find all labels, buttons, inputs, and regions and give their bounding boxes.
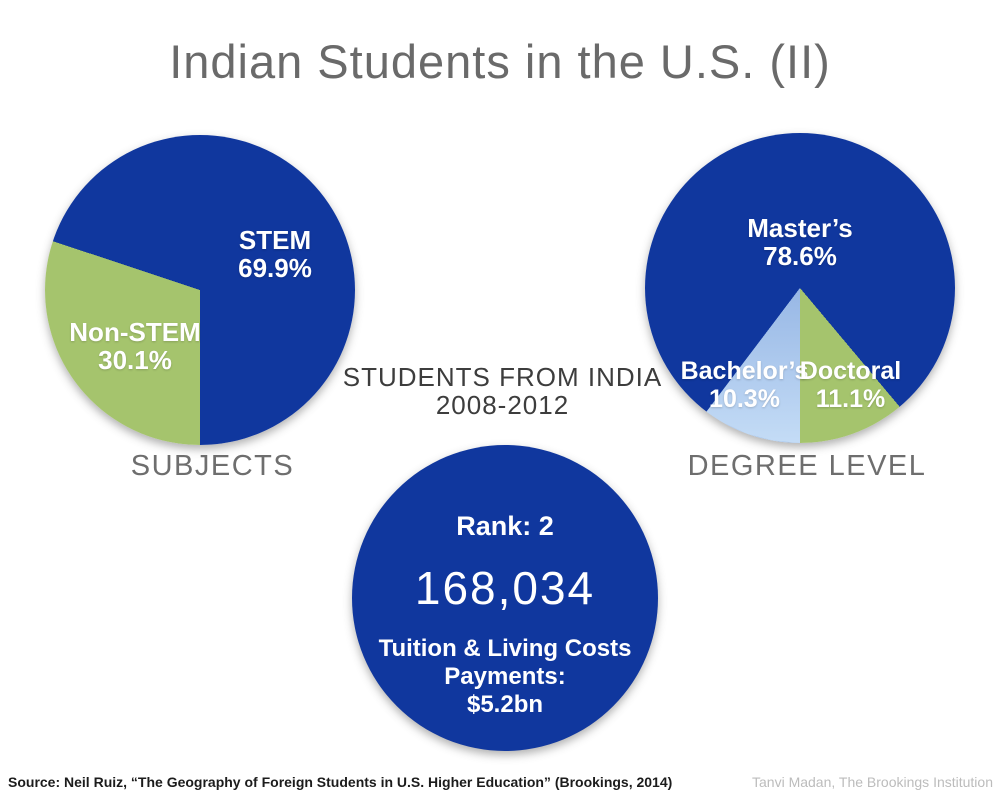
- tuition-line-3: $5.2bn: [466, 691, 544, 718]
- rank-label: Rank: 2: [456, 511, 554, 541]
- stem-label: STEM: [238, 225, 312, 255]
- doctoral-slice-label: Doctoral 11.1%: [768, 357, 933, 413]
- masters-slice-label: Master’s 78.6%: [720, 214, 880, 270]
- page-title: Indian Students in the U.S. (II): [169, 35, 831, 88]
- source-citation: Source: Neil Ruiz, “The Geography of For…: [8, 774, 673, 790]
- bachelors-label: Bachelor’s: [680, 357, 809, 385]
- author-credit: Tanvi Madan, The Brookings Institution: [752, 774, 993, 790]
- tuition-costs-label: Tuition & Living Costs Payments: $5.2bn: [352, 635, 658, 719]
- stem-pct: 69.9%: [238, 253, 312, 283]
- india-stat-circle: Rank: 2 168,034 Tuition & Living Costs P…: [352, 445, 658, 751]
- doctoral-label: Doctoral: [799, 357, 902, 385]
- center-caption-line2: 2008-2012: [435, 390, 570, 420]
- subjects-caption: SUBJECTS: [130, 450, 295, 482]
- degree-level-caption: DEGREE LEVEL: [687, 450, 927, 482]
- subjects-pie-chart: [45, 135, 355, 445]
- bachelors-pct: 10.3%: [709, 385, 780, 413]
- doctoral-pct: 11.1%: [815, 385, 886, 413]
- center-caption-line1: STUDENTS FROM INDIA: [342, 362, 663, 392]
- total-students-value: 168,034: [414, 562, 596, 614]
- tuition-line-1: Tuition & Living Costs: [378, 635, 632, 662]
- degree-level-pie-chart: [645, 133, 955, 443]
- masters-label: Master’s: [747, 213, 853, 243]
- nonstem-pct: 30.1%: [98, 345, 172, 375]
- tuition-line-2: Payments:: [444, 663, 566, 690]
- masters-pct: 78.6%: [763, 241, 837, 271]
- stem-slice-label: STEM 69.9%: [195, 226, 355, 282]
- nonstem-label: Non-STEM: [69, 317, 201, 347]
- center-caption: STUDENTS FROM INDIA 2008-2012: [320, 363, 685, 419]
- bachelors-slice-label: Bachelor’s 10.3%: [662, 357, 827, 413]
- nonstem-slice-label: Non-STEM 30.1%: [45, 318, 225, 374]
